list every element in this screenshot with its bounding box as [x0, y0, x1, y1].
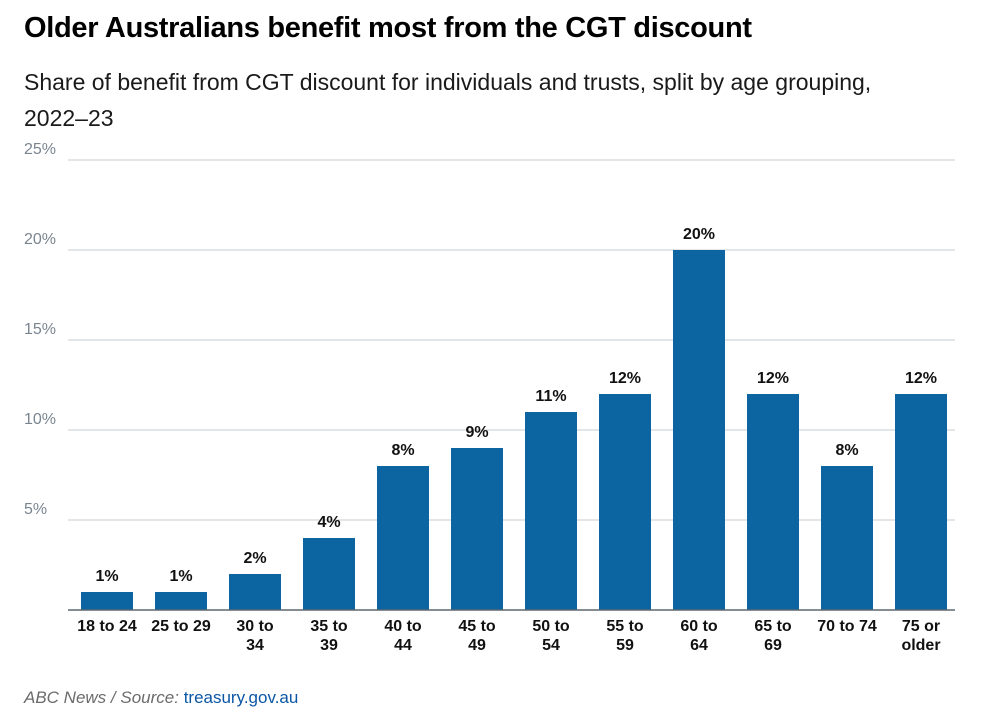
x-tick-label: 39 [320, 637, 338, 654]
x-tick-label: 49 [468, 637, 486, 654]
data-label: 12% [609, 370, 641, 387]
data-label: 2% [243, 550, 266, 567]
gridlines [68, 159, 955, 521]
data-label: 4% [317, 514, 340, 531]
data-label: 1% [169, 568, 192, 585]
data-label: 12% [757, 370, 789, 387]
y-tick-label: 10% [24, 411, 56, 428]
x-tick-label: 50 to [532, 618, 570, 635]
bar [377, 466, 429, 610]
x-tick-label: 45 to [458, 618, 496, 635]
x-tick-label: 60 to [680, 618, 718, 635]
x-axis-ticks: 18 to 24 25 to 29 30 to 34 35 to 39 40 to 44 45 … [77, 618, 940, 654]
bar [525, 412, 577, 610]
x-tick-label: 40 to [384, 618, 422, 635]
data-label: 9% [465, 424, 488, 441]
bar [599, 394, 651, 610]
x-tick-label: 18 to 24 [77, 618, 137, 635]
x-tick-label: 54 [542, 637, 560, 654]
x-tick-label: 75 or [902, 618, 940, 635]
x-tick-label: 34 [246, 637, 264, 654]
bar [155, 592, 207, 610]
data-label: 20% [683, 226, 715, 243]
x-tick-label: 55 to [606, 618, 644, 635]
bar [747, 394, 799, 610]
x-tick-label: 64 [690, 637, 708, 654]
x-tick-label: 59 [616, 637, 634, 654]
bar-chart: 5% 10% 15% 20% 25% 1% 1% 2% 4% 8% 9% 11% 12% 20% 12% 8… [24, 141, 955, 654]
data-label: 12% [905, 370, 937, 387]
y-tick-label: 20% [24, 231, 56, 248]
bar [821, 466, 873, 610]
bar [229, 574, 281, 610]
x-tick-label: 35 to [310, 618, 348, 635]
y-tick-label: 15% [24, 321, 56, 338]
x-tick-label: 25 to 29 [151, 618, 211, 635]
bar [81, 592, 133, 610]
bar [895, 394, 947, 610]
y-tick-label: 5% [24, 501, 47, 518]
bars [81, 250, 947, 610]
y-axis-ticks: 5% 10% 15% 20% 25% [24, 141, 56, 518]
x-tick-label: 30 to [236, 618, 274, 635]
x-tick-label: 70 to 74 [817, 618, 877, 635]
footer-credit: ABC News / Source: [24, 688, 179, 707]
x-tick-label: 65 to [754, 618, 792, 635]
data-labels: 1% 1% 2% 4% 8% 9% 11% 12% 20% 12% 8% 12% [95, 226, 937, 585]
y-tick-label: 25% [24, 141, 56, 158]
data-label: 11% [535, 388, 566, 405]
source-link[interactable]: treasury.gov.au [183, 688, 299, 707]
chart-title: Older Australians benefit most from the … [24, 12, 752, 44]
x-tick-label: 44 [394, 637, 412, 654]
data-label: 8% [835, 442, 858, 459]
data-label: 1% [95, 568, 118, 585]
footer: ABC News / Source: treasury.gov.au [24, 688, 298, 708]
x-tick-label: 69 [764, 637, 782, 654]
bar [673, 250, 725, 610]
bar [303, 538, 355, 610]
bar [451, 448, 503, 610]
data-label: 8% [391, 442, 414, 459]
chart-subtitle: Share of benefit from CGT discount for i… [24, 69, 872, 131]
x-tick-label: older [901, 637, 940, 654]
